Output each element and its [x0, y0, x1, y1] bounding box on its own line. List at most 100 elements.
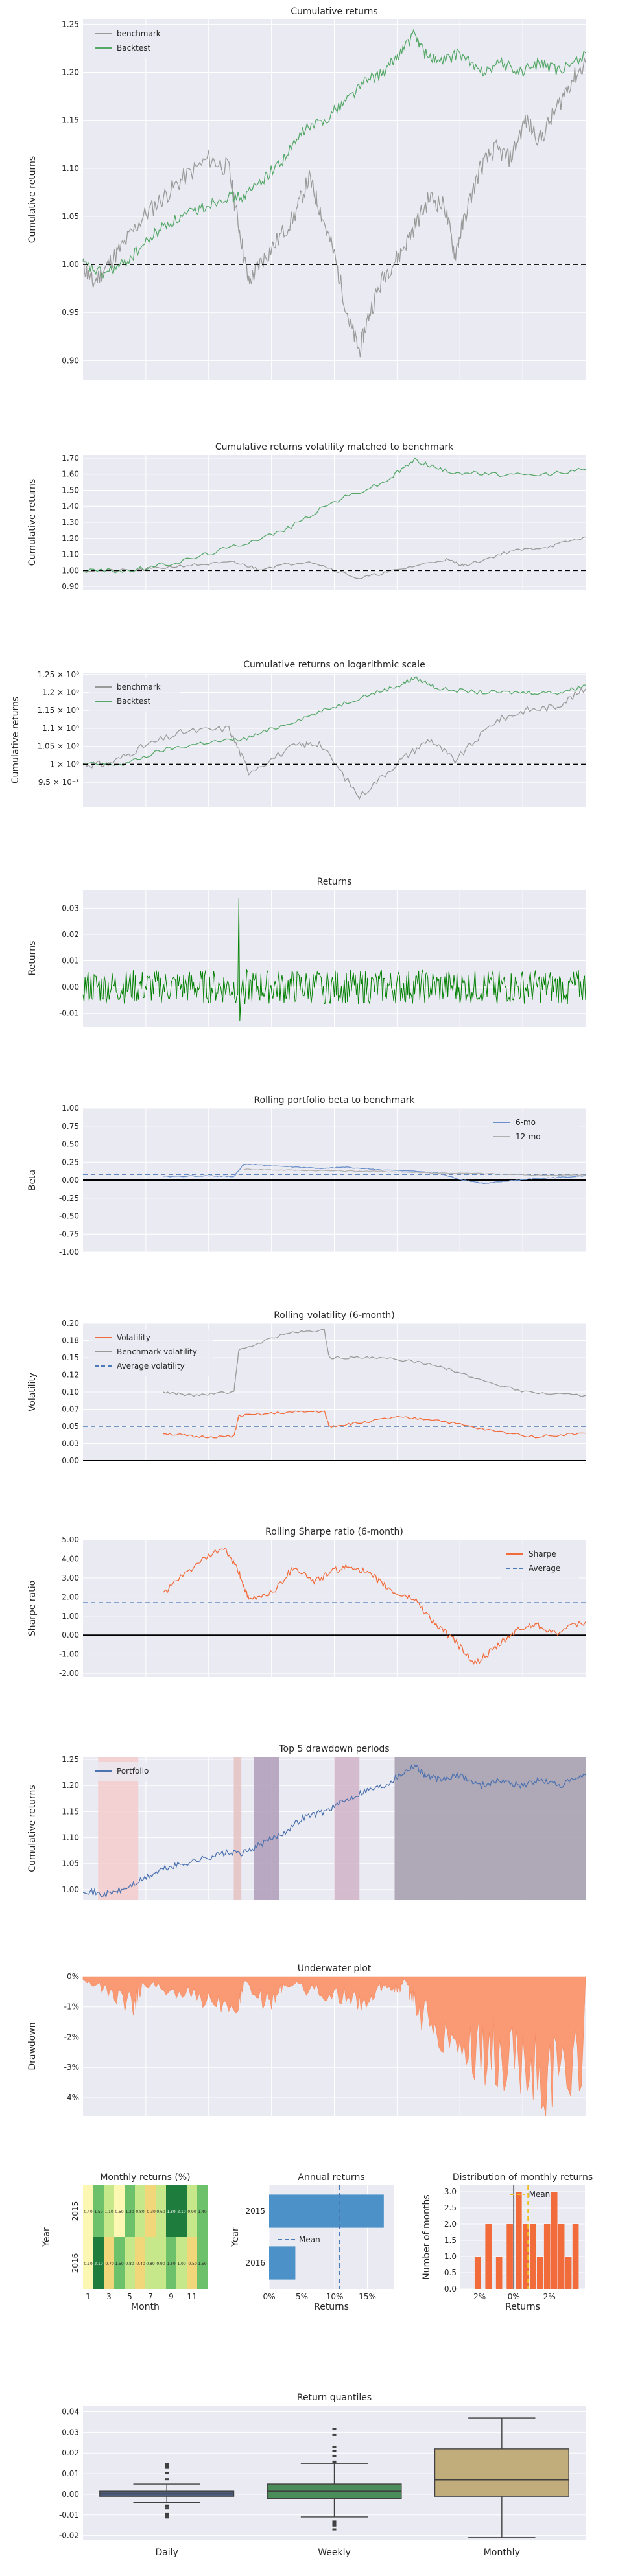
heatmap-value: 1.10	[104, 2210, 113, 2214]
y-tick-label: 0.20	[62, 1319, 79, 1328]
y-tick-label: 0.03	[62, 1439, 79, 1448]
y-tick-label: 1.30	[62, 518, 79, 527]
heatmap-cell	[145, 2185, 156, 2237]
heatmap-value: 0.50	[115, 2210, 124, 2214]
heatmap-value: 1.20	[125, 2210, 134, 2214]
heatmap-cell	[156, 2185, 166, 2237]
y-tick-label: 0.90	[62, 356, 79, 365]
y-tick-label: 0.15	[62, 1353, 79, 1362]
monthly_heatmap-title: Monthly returns (%)	[100, 2172, 190, 2183]
cumret-title: Cumulative returns	[291, 6, 377, 17]
heatmap-value: 0.90	[156, 2262, 165, 2266]
legend-label: benchmark	[117, 29, 161, 38]
underwater-title: Underwater plot	[298, 1964, 372, 1974]
x-tick-label: 5	[127, 2292, 132, 2301]
heatmap-cell	[114, 2237, 125, 2289]
heatmap-value: 1.40	[198, 2210, 207, 2214]
x-tick-label: 15%	[359, 2292, 376, 2301]
volatility-title: Rolling volatility (6-month)	[274, 1310, 395, 1321]
heatmap-value: 1.50	[198, 2262, 207, 2266]
underwater-ylabel: Drawdown	[27, 2022, 38, 2070]
legend-label: benchmark	[117, 682, 161, 691]
x-tick-label: 3	[106, 2292, 112, 2301]
y-tick-label: -0.02	[59, 2531, 79, 2540]
x-tick-label: 2%	[543, 2292, 556, 2301]
heatmap-value: 0.80	[146, 2262, 155, 2266]
histogram-bar	[529, 2224, 536, 2289]
x-tick-label: 0%	[508, 2292, 520, 2301]
heatmap-value: 1.50	[115, 2262, 124, 2266]
histogram-bar	[536, 2257, 543, 2289]
y-tick-label: 0.00	[62, 1456, 79, 1465]
y-tick-label: 0.00	[62, 1630, 79, 1640]
histogram-bar	[506, 2224, 513, 2289]
series-line-benchmark	[82, 687, 586, 800]
x-axis-label: Month	[131, 2302, 160, 2312]
x-tick-label: 9	[169, 2292, 174, 2301]
heatmap-cell	[197, 2185, 208, 2237]
heatmap-value: 0.80	[125, 2262, 134, 2266]
y-tick-label: 1.05 × 10⁰	[38, 742, 80, 751]
series-line-backtest	[82, 29, 586, 279]
cumret-chart: Cumulative returns Cumulative returns 0.90…	[27, 6, 586, 380]
annual-ylabel: Year	[230, 2227, 241, 2247]
x-tick-label: 1	[86, 2292, 91, 2301]
category-label: Daily	[155, 2547, 178, 2558]
series-line-benchmark	[82, 58, 586, 358]
x-axis-label: Returns	[505, 2302, 540, 2312]
monthly_heatmap-ylabel: Year	[42, 2227, 52, 2247]
heatmap-value: 2.10	[94, 2262, 103, 2266]
y-tick-label: 1.10	[62, 550, 79, 559]
y-tick-label: -0.01	[59, 2511, 79, 2520]
box-outlier	[165, 2516, 169, 2519]
y-tick-label: 0.25	[62, 1157, 79, 1166]
legend-box	[89, 25, 180, 58]
volmatched-chart: Cumulative returns volatility matched to…	[27, 442, 586, 591]
y-tick-label: 0.90	[62, 582, 79, 591]
y-tick-label: -0.25	[59, 1194, 79, 1203]
heatmap-cell	[166, 2237, 176, 2289]
returns-chart: Returns Returns -0.01 0.00 0.01 0.02 0.03	[27, 877, 586, 1027]
heatmap-value: -0.50	[187, 2262, 197, 2266]
category-label: Weekly	[318, 2547, 351, 2558]
box-outlier	[332, 2460, 337, 2463]
underwater-area	[82, 1976, 586, 2117]
series-line-backtest	[82, 457, 586, 574]
histogram-bar	[474, 2257, 481, 2289]
y-tick-label: 9.5 × 10⁻¹	[38, 778, 79, 787]
y-tick-label: -0.50	[59, 1212, 79, 1221]
y-tick-label: -4%	[64, 2093, 79, 2102]
heatmap-cell	[104, 2237, 114, 2289]
y-tick-label: 3.00	[62, 1573, 79, 1583]
y-tick-label: 0.03	[62, 903, 79, 912]
heatmap-value: 1.59	[94, 2210, 103, 2214]
legend-label: Average volatility	[117, 1362, 185, 1371]
legend-label: Backtest	[117, 697, 150, 706]
annual-chart: Annual returns Year 0% 5% 10% 15% 2015 2016 Mean…	[230, 2172, 394, 2312]
drawdowns-chart: Top 5 drawdown periods Cumulative returns…	[27, 1744, 586, 1900]
logscale-title: Cumulative returns on logarithmic scale	[243, 660, 425, 670]
box-outlier	[332, 2521, 337, 2524]
box-outlier	[165, 2507, 169, 2510]
y-tick-label: 1.10	[62, 1833, 79, 1842]
y-tick-label: 0.0	[444, 2284, 457, 2293]
y-tick-label: 2.00	[62, 1592, 79, 1601]
x-tick-label: -2%	[471, 2292, 486, 2301]
y-tick-label: 1.15	[62, 1807, 79, 1816]
box-outlier	[165, 2514, 169, 2517]
returns-title: Returns	[317, 877, 352, 887]
heatmap-cell	[114, 2185, 125, 2237]
heatmap-value: 0.40	[84, 2210, 93, 2214]
underwater-chart: Underwater plot Drawdown -4% -3% -2% -1% 0%	[27, 1964, 586, 2117]
series-line-sharpe	[163, 1548, 586, 1665]
legend-label: Portfolio	[117, 1767, 149, 1776]
y-tick-label: 1.25 × 10⁰	[38, 670, 80, 679]
y-tick-label: 1.50	[62, 485, 79, 494]
y-tick-label: 1.00	[62, 1612, 79, 1621]
y-tick-label: 1.2 × 10⁰	[42, 688, 79, 697]
returns-ylabel: Returns	[27, 941, 38, 976]
heatmap-value: 0.60	[156, 2210, 165, 2214]
series-line-benchmark-volatility	[163, 1329, 586, 1397]
heatmap-value: -0.30	[145, 2210, 156, 2214]
